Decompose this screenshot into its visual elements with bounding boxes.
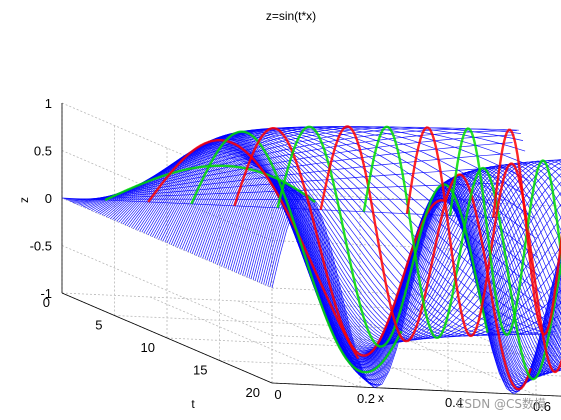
highlight-curve	[190, 130, 403, 374]
surface-curve	[68, 166, 509, 202]
surface-curve	[72, 142, 513, 203]
x-tick-label: 0	[274, 387, 281, 402]
surface-curve	[61, 197, 503, 219]
highlight-curve	[319, 125, 532, 391]
surface-curve	[141, 140, 561, 340]
t-axis-label: t	[191, 397, 195, 411]
z-tick-label: 1	[45, 96, 52, 111]
highlight-curve	[405, 126, 561, 374]
surface-curve	[66, 182, 507, 201]
surface-curve	[143, 141, 561, 341]
chart-title: z=sin(t*x)	[266, 9, 316, 23]
surface-curve	[89, 126, 530, 211]
grid-line-back-z	[271, 192, 561, 207]
surface-curve	[269, 193, 561, 393]
z-tick-label: 0.5	[34, 144, 52, 159]
x-axis-label: x	[378, 391, 384, 405]
surface-curve	[76, 130, 517, 205]
z-tick-label: 0	[45, 191, 52, 206]
t-tick-label: 10	[141, 340, 155, 355]
t-tick-label: 0	[43, 295, 50, 310]
surface-curve	[145, 142, 561, 341]
t-tick-label: 5	[95, 318, 102, 333]
highlight-curve	[362, 125, 561, 381]
x-axis-line	[271, 382, 561, 397]
t-tick-label: 20	[246, 385, 260, 400]
grid-line-floor-t	[219, 360, 561, 377]
surface-mesh	[61, 125, 561, 395]
t-axis-line	[61, 292, 273, 384]
surface-curve	[101, 127, 543, 294]
x-tick-label: 0.2	[357, 391, 375, 406]
highlight-curve	[233, 126, 445, 357]
surface-curve	[156, 146, 561, 345]
t-tick-label: 15	[193, 363, 207, 378]
z-tick-label: -1	[40, 286, 52, 301]
z-axis-label: z	[17, 197, 31, 203]
z-tick-label: -0.5	[30, 239, 52, 254]
grid-line-floor-t	[61, 292, 503, 314]
highlight-curve	[147, 138, 360, 360]
watermark: CSDN @CS数模	[456, 396, 546, 411]
x-tick-label: 0.6	[533, 399, 551, 414]
surface-curve	[80, 127, 521, 207]
surface-curve	[78, 128, 519, 206]
highlight-curve	[448, 127, 561, 337]
highlight-curve	[492, 128, 561, 336]
x-tick-label: 0.4	[445, 395, 463, 410]
surface-curve	[70, 153, 511, 202]
